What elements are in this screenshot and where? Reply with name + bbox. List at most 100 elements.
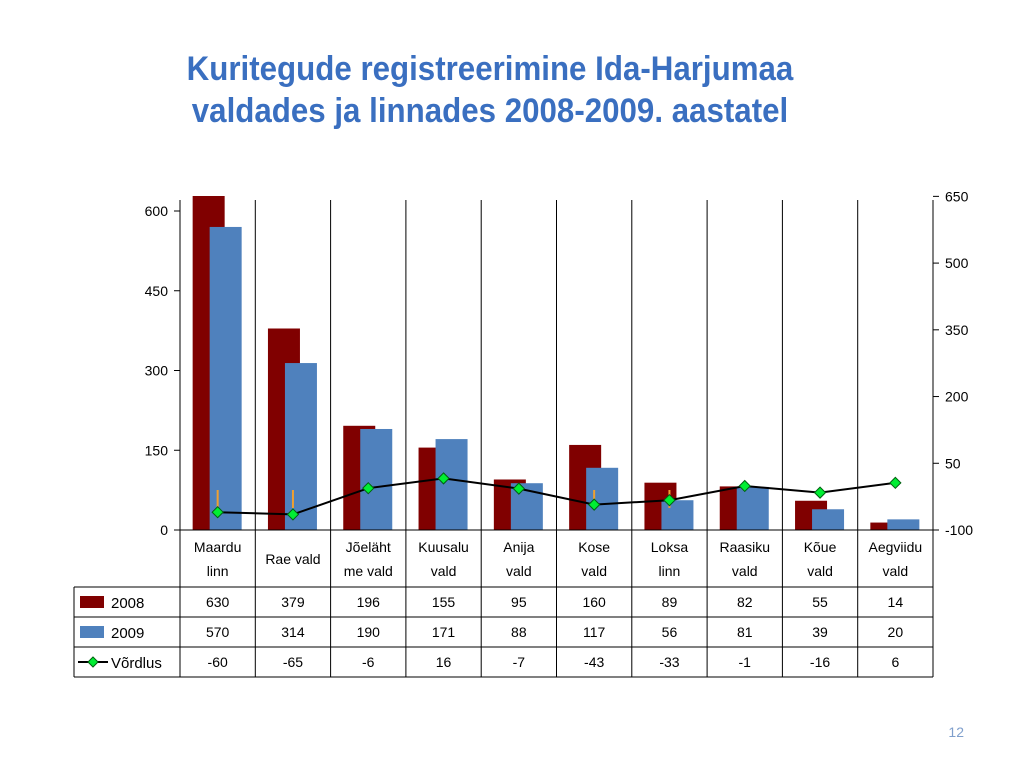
y-right-tick-label: 650 [945, 188, 969, 204]
table-cell-value: 81 [737, 624, 753, 640]
category-label-line: vald [807, 563, 833, 579]
title-line-1: Kuritegude registreerimine Ida-Harjumaa [186, 50, 794, 88]
comparison-line [217, 477, 896, 516]
category-label-line: vald [506, 563, 532, 579]
chart-comparison-line [211, 472, 902, 521]
table-cell-value: 155 [432, 594, 456, 610]
category-label-line: Jõeläht [346, 539, 391, 555]
y-right-tick-label: 200 [945, 389, 969, 405]
table-cell-value: -43 [584, 654, 604, 670]
y-right-tick-label: 50 [945, 455, 961, 471]
category-label: Jõeläht me vald [344, 539, 393, 579]
comparison-point [663, 493, 676, 507]
comparison-point [512, 482, 526, 495]
y-left-tick-label: 0 [160, 522, 168, 538]
category-label-line: Maardu [194, 539, 241, 555]
table-cell-value: -7 [513, 654, 526, 670]
slide-number: 12 [948, 724, 964, 740]
bar-2009 [661, 500, 694, 530]
y-right-tick-label: 350 [945, 322, 969, 338]
category-label-line: Kose [578, 539, 610, 555]
bar-2009 [887, 519, 920, 530]
comparison-point [437, 472, 450, 485]
table-cell-value: -6 [362, 654, 375, 670]
legend-key-2009 [80, 626, 104, 638]
table-cell-value: 89 [662, 594, 678, 610]
table-cell-value: 379 [281, 594, 305, 610]
bar-2009 [586, 467, 619, 530]
slide-title: Kuritegude registreerimine Ida-Harjumaa … [94, 48, 885, 132]
table-cell-value: 14 [888, 594, 904, 610]
table-cell-value: 6 [891, 654, 899, 670]
legend-key-2008 [80, 596, 104, 608]
table-cell-value: -60 [208, 654, 228, 670]
table-cell-value: -16 [810, 654, 830, 670]
table-cell-value: 55 [812, 594, 828, 610]
y-left-tick-label: 600 [145, 203, 169, 219]
category-label-line: Aegviidu [868, 539, 922, 555]
bar-2008 [870, 522, 903, 530]
comparison-point [286, 508, 300, 521]
table-cell-value: 20 [888, 624, 904, 640]
category-label: Kõue vald [804, 539, 837, 579]
comparison-point [362, 481, 375, 495]
legend-label: 2009 [111, 625, 144, 642]
category-label: Loksa linn [651, 539, 689, 579]
category-label-line: Kõue [804, 539, 837, 555]
y-left-tick-label: 450 [145, 283, 169, 299]
table-cell-value: -33 [659, 654, 679, 670]
category-label-line: Rae vald [265, 551, 320, 567]
bar-2009 [360, 428, 393, 530]
table-cell-value: 56 [662, 624, 678, 640]
y-left-tick-label: 150 [145, 442, 169, 458]
legend-label: Võrdlus [111, 655, 162, 672]
table-cell-value: 570 [206, 624, 230, 640]
category-label: Kuusalu vald [418, 539, 469, 579]
chart-data-table: 2008 630 379 196 155 95 160 89 82 55 14 2009 570 314 1… [73, 530, 934, 678]
comparison-point [889, 476, 902, 490]
table-cell-value: -65 [283, 654, 303, 670]
category-label: Aegviidu vald [868, 539, 922, 579]
table-cell-value: 117 [583, 624, 606, 640]
title-line-2: valdades ja linnades 2008-2009. aastatel [191, 92, 789, 130]
category-label-line: vald [431, 563, 457, 579]
table-cell-value: 82 [737, 594, 753, 610]
y-right-tick-label: 500 [945, 255, 969, 271]
y-right-tick-label: -100 [945, 522, 973, 538]
legend-key-marker [87, 656, 99, 668]
category-label-line: linn [659, 563, 681, 579]
category-label-line: vald [581, 563, 607, 579]
bar-2009 [435, 439, 468, 530]
category-label-line: me vald [344, 563, 393, 579]
bar-2009 [812, 509, 845, 530]
category-label-line: vald [883, 563, 909, 579]
comparison-point [738, 479, 751, 493]
comparison-point [813, 486, 827, 499]
legend-label: 2008 [111, 595, 144, 612]
bar-2009 [209, 226, 242, 530]
table-cell-value: 39 [812, 624, 828, 640]
comparison-point [587, 498, 601, 511]
y-left-tick-label: 300 [145, 363, 169, 379]
table-cell-value: 88 [511, 624, 527, 640]
category-label: Raasiku vald [719, 539, 770, 579]
table-cell-value: 314 [281, 624, 305, 640]
category-label-line: Raasiku [719, 539, 770, 555]
table-cell-value: 160 [582, 594, 606, 610]
category-label-line: vald [732, 563, 758, 579]
category-label-line: Loksa [651, 539, 689, 555]
table-cell-value: -1 [739, 654, 752, 670]
category-label: Kose vald [578, 539, 610, 579]
table-cell-value: 190 [357, 624, 381, 640]
bar-2009 [284, 363, 317, 530]
table-cell-value: 196 [357, 594, 381, 610]
table-cell-value: 95 [511, 594, 527, 610]
category-label: Maardu linn [194, 539, 241, 579]
category-label-line: Kuusalu [418, 539, 469, 555]
table-cell-value: 171 [432, 624, 456, 640]
table-cell-value: 630 [206, 594, 230, 610]
comparison-point [211, 505, 224, 519]
category-label: Anija vald [503, 539, 534, 579]
chart-bars [192, 196, 920, 530]
